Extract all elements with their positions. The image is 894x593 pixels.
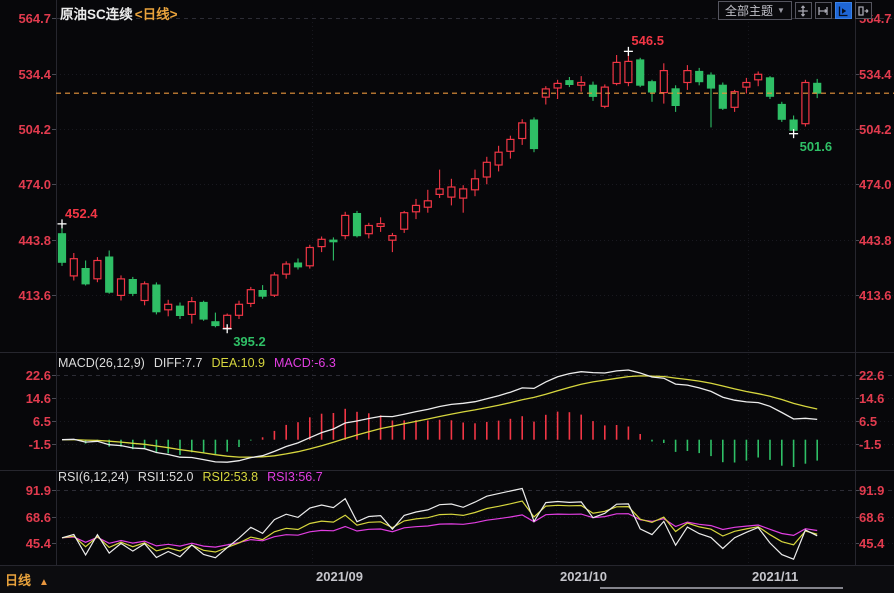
macd-diff-value: DIFF:7.7 [153, 356, 203, 370]
rsi2-value: RSI2:53.8 [202, 470, 259, 484]
pane-export-icon [858, 5, 869, 16]
crosshair-move-icon [798, 4, 809, 17]
rsi3-value: RSI3:56.7 [267, 470, 323, 484]
period-label: 日线 [5, 573, 32, 588]
chart-play-button[interactable] [834, 2, 852, 19]
rsi1-value: RSI1:52.0 [137, 470, 194, 484]
macd-params-label: MACD(26,12,9) [58, 356, 145, 370]
pane-export-button[interactable] [854, 2, 872, 19]
period-tag: <日线> [134, 7, 178, 22]
theme-dropdown-label: 全部主题 [725, 4, 774, 18]
scrollbar-thumb[interactable] [600, 587, 843, 589]
bottom-bar: 日线 ▲ [0, 566, 894, 593]
chart-title: 原油SC连续 <日线> [60, 3, 178, 23]
chevron-down-icon: ▼ [777, 6, 785, 15]
instrument-title: 原油SC连续 [60, 7, 133, 22]
triangle-up-icon: ▲ [39, 577, 49, 588]
axis-scale-icon [818, 6, 829, 15]
macd-value: MACD:-6.3 [273, 356, 336, 370]
period-selector[interactable]: 日线 ▲ [5, 570, 49, 589]
macd-dea-value: DEA:10.9 [211, 356, 265, 370]
macd-header: MACD(26,12,9) DIFF:7.7 DEA:10.9 MACD:-6.3 [58, 356, 345, 370]
crosshair-move-button[interactable] [794, 2, 812, 19]
rsi-params-label: RSI(6,12,24) [58, 470, 129, 484]
top-toolbar: 全部主题 ▼ [718, 1, 872, 20]
axis-scale-button[interactable] [814, 2, 832, 19]
rsi-header: RSI(6,12,24) RSI1:52.0 RSI2:53.8 RSI3:56.7 [58, 470, 332, 484]
theme-dropdown[interactable]: 全部主题 ▼ [718, 1, 792, 20]
chart-play-icon [839, 6, 848, 16]
